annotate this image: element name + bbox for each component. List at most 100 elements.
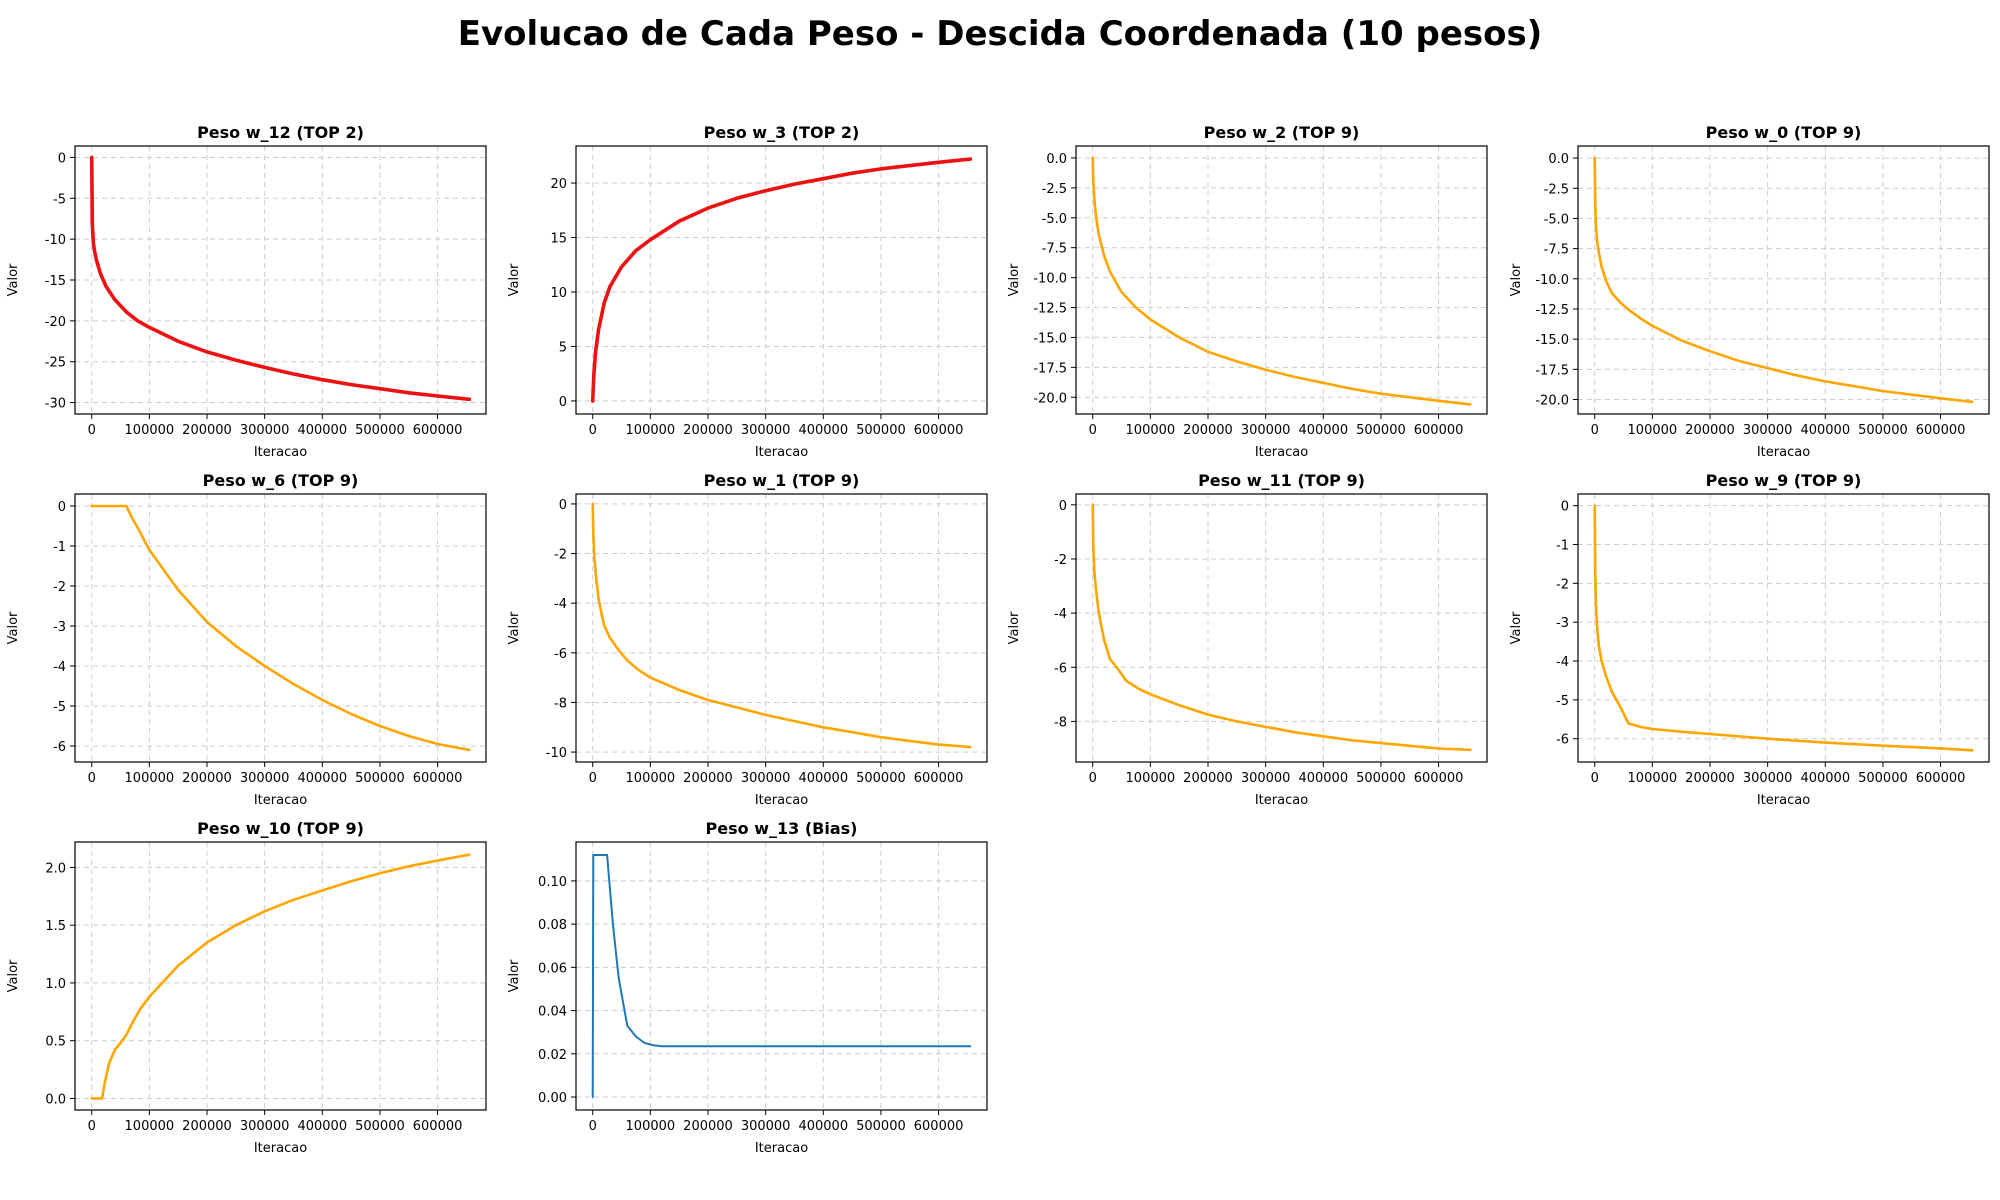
y-tick-label: 2.0: [45, 861, 66, 876]
x-tick-label: 400000: [798, 423, 848, 438]
series-line: [90, 504, 471, 752]
axes-frame: [575, 493, 988, 763]
x-tick-label: 400000: [798, 771, 848, 786]
x-tick-label: 300000: [741, 423, 791, 438]
x-tick-label: 300000: [1241, 771, 1291, 786]
y-tick-label: -7.5: [1042, 242, 1067, 257]
x-axis-label: Iteracao: [755, 793, 808, 808]
y-tick-label: -10.0: [1535, 273, 1569, 288]
y-tick-label: -6: [1556, 733, 1569, 748]
x-tick-label: 0: [88, 1119, 96, 1134]
x-tick-label: 200000: [182, 771, 232, 786]
chart-title: Peso w_3 (TOP 2): [704, 123, 860, 142]
y-tick-label: -8: [1054, 715, 1067, 730]
y-tick-label: -17.5: [1033, 361, 1067, 376]
x-tick-label: 600000: [413, 1119, 463, 1134]
x-tick-label: 0: [589, 771, 597, 786]
x-tick-label: 400000: [1800, 423, 1850, 438]
x-tick-label: 600000: [914, 771, 964, 786]
axes-frame: [1075, 493, 1488, 763]
x-tick-label: 600000: [914, 1119, 964, 1134]
x-axis-label: Iteracao: [1757, 445, 1810, 460]
y-tick-label: 0: [559, 395, 567, 410]
x-tick-label: 500000: [1858, 771, 1908, 786]
chart-title: Peso w_0 (TOP 9): [1706, 123, 1862, 142]
x-tick-label: 200000: [683, 423, 733, 438]
y-axis-label: Valor: [507, 959, 522, 992]
x-axis-label: Iteracao: [1255, 793, 1308, 808]
y-tick-label: -30: [45, 397, 66, 412]
x-tick-label: 500000: [355, 423, 405, 438]
x-tick-label: 400000: [798, 1119, 848, 1134]
x-tick-label: 100000: [1628, 771, 1678, 786]
x-tick-label: 600000: [1414, 771, 1464, 786]
y-tick-label: -10.0: [1033, 272, 1067, 287]
x-tick-label: 500000: [1356, 771, 1406, 786]
axes-frame: [74, 841, 487, 1111]
x-tick-label: 300000: [741, 771, 791, 786]
x-tick-label: 300000: [1743, 423, 1793, 438]
y-tick-label: -17.5: [1535, 363, 1569, 378]
y-tick-label: 0.04: [538, 1005, 567, 1020]
y-tick-label: -5: [1556, 694, 1569, 709]
y-tick-label: 1.0: [45, 977, 66, 992]
x-tick-label: 500000: [856, 423, 906, 438]
x-tick-label: 500000: [856, 1119, 906, 1134]
chart-panel-2: Peso w_2 (TOP 9) 0 100000 200000 300000 40000…: [1007, 123, 1488, 460]
y-tick-label: -5: [53, 700, 66, 715]
chart-panel-1: Peso w_3 (TOP 2) 0 100000 200000 300000 40000…: [507, 123, 988, 460]
x-axis-label: Iteracao: [755, 445, 808, 460]
y-axis-label: Valor: [1007, 263, 1022, 296]
y-tick-label: 0.5: [45, 1035, 66, 1050]
y-tick-label: -20.0: [1535, 394, 1569, 409]
series-line: [89, 155, 472, 402]
y-axis-label: Valor: [1509, 263, 1524, 296]
chart-panel-0: Peso w_12 (TOP 2) 0 100000 200000 300000 4000…: [6, 123, 487, 460]
y-axis-label: Valor: [6, 611, 21, 644]
y-tick-label: 0.0: [1046, 152, 1067, 167]
y-tick-label: -6: [1054, 661, 1067, 676]
y-tick-label: -20: [45, 315, 66, 330]
chart-title: Peso w_10 (TOP 9): [197, 819, 364, 838]
series-line: [590, 157, 973, 403]
axes-frame: [575, 145, 988, 415]
x-tick-label: 600000: [1414, 423, 1464, 438]
x-tick-label: 100000: [1628, 423, 1678, 438]
x-axis-label: Iteracao: [254, 1141, 307, 1156]
y-tick-label: 0.02: [538, 1048, 567, 1063]
y-tick-label: 0.0: [45, 1092, 66, 1107]
chart-panel-3: Peso w_0 (TOP 9) 0 100000 200000 300000 40000…: [1509, 123, 1990, 460]
x-tick-label: 200000: [1183, 423, 1233, 438]
y-axis-label: Valor: [6, 959, 21, 992]
y-axis-label: Valor: [507, 263, 522, 296]
y-tick-label: -15.0: [1535, 333, 1569, 348]
x-tick-label: 100000: [626, 1119, 676, 1134]
x-axis-label: Iteracao: [254, 793, 307, 808]
chart-panel-5: Peso w_1 (TOP 9) 0 100000 200000 300000 40000…: [507, 471, 988, 808]
y-tick-label: 0.00: [538, 1091, 567, 1106]
y-tick-label: 0: [58, 151, 66, 166]
x-tick-label: 0: [88, 771, 96, 786]
y-tick-label: -15.0: [1033, 331, 1067, 346]
y-tick-label: 0: [1059, 499, 1067, 514]
chart-title: Peso w_12 (TOP 2): [197, 123, 364, 142]
x-tick-label: 0: [589, 1119, 597, 1134]
x-tick-label: 400000: [1298, 771, 1348, 786]
y-tick-label: 1.5: [45, 919, 66, 934]
y-tick-label: -6: [554, 647, 567, 662]
y-tick-label: -6: [53, 740, 66, 755]
y-tick-label: 10: [550, 286, 567, 301]
y-tick-label: -4: [554, 597, 567, 612]
y-tick-label: 0: [58, 500, 66, 515]
chart-title: Peso w_9 (TOP 9): [1706, 471, 1862, 490]
series-line: [1593, 156, 1974, 404]
series-line: [1091, 503, 1472, 752]
chart-panel-8: Peso w_10 (TOP 9) 0 100000 200000 300000 4000…: [6, 819, 487, 1156]
x-tick-label: 200000: [182, 423, 232, 438]
series-line: [591, 854, 972, 1098]
axes-frame: [1577, 145, 1990, 415]
y-tick-label: -15: [45, 274, 66, 289]
x-tick-label: 500000: [1356, 423, 1406, 438]
y-tick-label: -4: [53, 660, 66, 675]
